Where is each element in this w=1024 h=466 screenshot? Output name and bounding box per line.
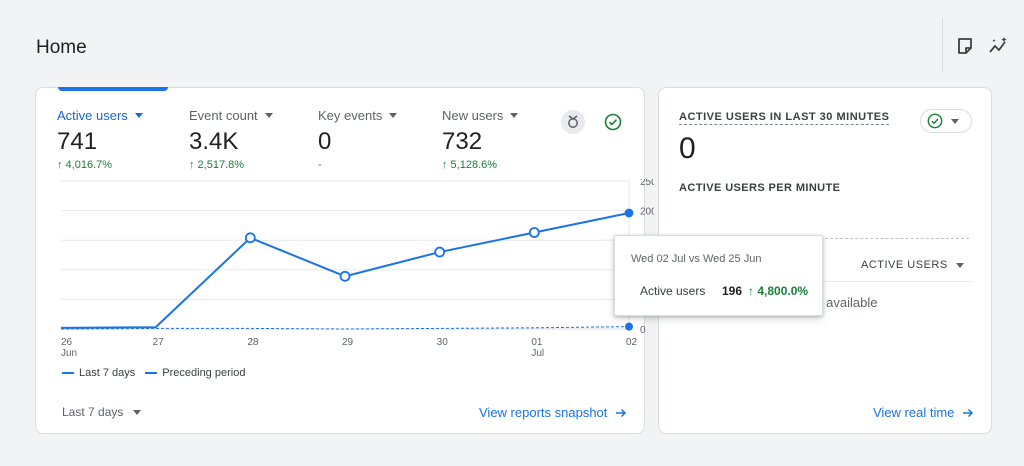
y-tick-label: 250	[640, 179, 654, 188]
tooltip-value: 196	[722, 284, 743, 298]
data-point	[339, 270, 351, 282]
date-range-label: Last 7 days	[62, 405, 124, 419]
data-point	[624, 208, 634, 218]
x-tick-label: 02	[626, 337, 638, 348]
data-point	[244, 232, 256, 244]
metric-tab-event-count[interactable]: Event count 3.4K ↑ 2,517.8%	[189, 108, 273, 171]
tooltip-title: Wed 02 Jul vs Wed 25 Jun	[631, 253, 762, 265]
page-title: Home	[36, 37, 87, 58]
metric-name-new-users[interactable]: New users	[442, 108, 519, 123]
metric-tab-new-users[interactable]: New users 732 ↑ 5,128.6%	[442, 108, 519, 171]
view-reports-snapshot-label: View reports snapshot	[479, 405, 608, 420]
chart-legend: Last 7 days Preceding period	[62, 367, 255, 379]
metric-label: Key events	[318, 108, 383, 123]
x-tick-label: 30	[437, 337, 449, 348]
caret-down-icon	[955, 262, 964, 268]
metric-value: 732	[442, 128, 483, 155]
x-tick-label: 29	[342, 337, 354, 348]
metric-change: -	[318, 159, 322, 171]
legend-current-label: Last 7 days	[79, 367, 136, 379]
caret-down-icon	[264, 113, 273, 118]
tooltip-metric: Active users	[640, 284, 706, 298]
metric-value: 741	[57, 128, 98, 155]
caret-down-icon	[951, 118, 959, 124]
data-point	[528, 227, 540, 238]
metric-value: 3.4K	[189, 128, 239, 155]
metric-label: Active users	[57, 108, 128, 123]
realtime-status-dropdown[interactable]	[920, 109, 972, 133]
realtime-subtitle: ACTIVE USERS PER MINUTE	[679, 182, 841, 194]
metric-tab-key-events[interactable]: Key events 0 -	[318, 108, 398, 171]
metric-tab-active-users[interactable]: Active users 741 ↑ 4,016.7%	[57, 108, 143, 171]
metric-change: ↑ 2,517.8%	[189, 159, 245, 171]
series-line-last-7-days	[60, 211, 630, 329]
legend-previous-label: Preceding period	[162, 367, 246, 379]
insights-badge-icon[interactable]	[561, 110, 585, 134]
header-divider	[942, 18, 943, 72]
view-real-time-label: View real time	[873, 405, 955, 420]
caret-down-icon	[133, 409, 142, 415]
x-tick-label: Jun	[61, 348, 77, 359]
per-minute-baseline	[679, 238, 969, 239]
legend-dashed-swatch	[145, 372, 158, 374]
chart-tooltip: Wed 02 Jul vs Wed 25 Jun Active users 19…	[614, 235, 823, 316]
x-tick-label: 26	[61, 337, 73, 348]
caret-down-icon	[389, 113, 398, 118]
arrow-right-icon	[963, 408, 974, 417]
date-range-dropdown[interactable]: Last 7 days	[62, 405, 142, 419]
active-tab-indicator	[58, 87, 168, 91]
metric-value: 0	[318, 128, 332, 155]
column-header-label: ACTIVE USERS	[861, 259, 948, 271]
caret-down-icon	[510, 113, 519, 118]
view-reports-snapshot-link[interactable]: View reports snapshot	[479, 405, 627, 420]
note-icon[interactable]	[955, 36, 975, 56]
x-tick-label: 27	[153, 337, 165, 348]
check-circle-icon	[927, 113, 943, 129]
view-real-time-link[interactable]: View real time	[873, 405, 974, 420]
metric-name-active-users[interactable]: Active users	[57, 108, 143, 123]
metric-name-event-count[interactable]: Event count	[189, 108, 273, 123]
summary-card: Active users 741 ↑ 4,016.7% Event count …	[35, 87, 654, 434]
realtime-value: 0	[679, 132, 696, 165]
metric-change: ↑ 5,128.6%	[442, 159, 498, 171]
arrow-right-icon	[616, 408, 627, 417]
data-point	[434, 246, 446, 258]
x-tick-label: Jul	[531, 348, 544, 359]
metric-name-key-events[interactable]: Key events	[318, 108, 398, 123]
metric-label: Event count	[189, 108, 258, 123]
y-tick-label: 200	[640, 207, 654, 218]
legend-solid-swatch	[62, 372, 74, 374]
metric-label: New users	[442, 108, 504, 123]
y-tick-label: 0	[640, 325, 646, 336]
metric-change: ↑ 4,016.7%	[57, 159, 113, 171]
tooltip-change: ↑ 4,800.0%	[748, 284, 809, 298]
x-tick-label: 01	[531, 337, 543, 348]
check-circle-icon[interactable]	[601, 110, 625, 134]
active-users-column-header[interactable]: ACTIVE USERS	[861, 259, 964, 271]
table-divider	[679, 281, 971, 282]
realtime-title[interactable]: ACTIVE USERS IN LAST 30 MINUTES	[679, 111, 890, 125]
caret-down-icon	[134, 113, 143, 118]
x-tick-label: 28	[247, 337, 259, 348]
data-point-preceding	[625, 322, 633, 331]
insights-icon[interactable]	[989, 36, 1009, 56]
